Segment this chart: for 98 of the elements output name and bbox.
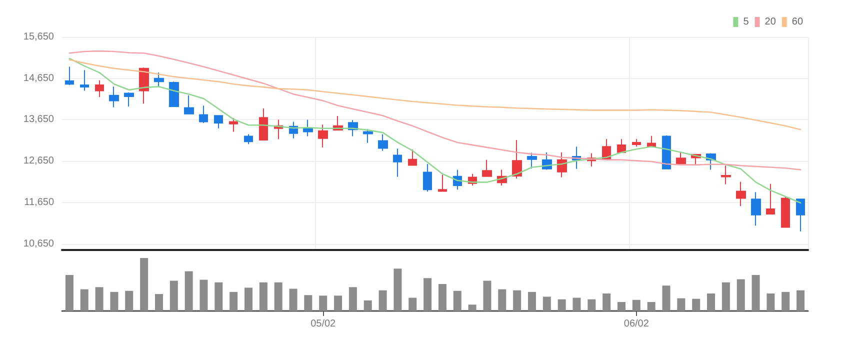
y-tick-label: 12,650 <box>23 156 54 167</box>
bar <box>319 296 328 311</box>
candlestick <box>378 134 388 152</box>
candlestick <box>229 118 238 132</box>
y-tick-label: 14,650 <box>23 72 54 84</box>
candlestick <box>199 105 208 124</box>
bar <box>438 284 446 311</box>
bar <box>796 290 805 311</box>
bar <box>766 294 775 311</box>
candlestick <box>184 94 194 115</box>
candlestick <box>95 80 104 98</box>
bar <box>483 280 492 311</box>
candlestick <box>751 192 761 226</box>
bar <box>468 304 476 311</box>
candlestick <box>736 181 746 207</box>
candlestick <box>512 139 522 179</box>
candlestick <box>303 119 313 137</box>
bar <box>125 290 134 311</box>
bar <box>348 287 357 311</box>
bar <box>542 296 551 311</box>
bar <box>782 292 790 311</box>
bar <box>304 295 312 311</box>
line-series <box>68 50 802 170</box>
bar <box>80 289 88 311</box>
bar <box>632 300 640 311</box>
bar <box>736 279 745 311</box>
x-tick-label: 06/02 <box>624 318 650 330</box>
bar <box>408 298 417 311</box>
bar <box>378 290 387 311</box>
bar <box>572 298 581 311</box>
legend-label: 60 <box>792 16 804 28</box>
bar <box>453 290 462 311</box>
bar <box>498 289 506 311</box>
bar <box>528 292 536 311</box>
candlestick <box>363 128 373 144</box>
bar <box>677 298 686 311</box>
candlestick <box>154 72 164 88</box>
bar <box>364 300 372 311</box>
bar <box>95 287 104 311</box>
bar <box>259 282 268 311</box>
bar <box>752 274 760 311</box>
bar <box>334 296 342 311</box>
legend-label: 20 <box>764 16 776 28</box>
bar <box>707 294 716 311</box>
bar <box>214 282 223 311</box>
candlestick <box>65 66 74 86</box>
bar <box>647 302 656 311</box>
candlestick <box>796 198 805 232</box>
x-tick-label: 05/02 <box>310 318 336 330</box>
candlestick <box>557 152 567 178</box>
candlestick <box>393 148 402 178</box>
candlestick <box>676 152 686 164</box>
bar <box>618 302 626 311</box>
bar <box>558 299 566 311</box>
bar <box>394 268 402 311</box>
y-tick-label: 11,650 <box>24 196 54 208</box>
bar <box>289 288 298 311</box>
candlestick <box>318 124 328 148</box>
y-tick-label: 15,650 <box>23 32 54 42</box>
line-series <box>68 59 802 130</box>
candlestick <box>259 108 268 141</box>
bar <box>692 298 700 311</box>
candlestick <box>214 114 223 129</box>
bar <box>513 290 522 311</box>
bar <box>184 271 193 311</box>
candlestick <box>781 196 790 228</box>
candlestick <box>408 148 417 166</box>
bar <box>110 292 118 311</box>
candlestick <box>438 174 447 192</box>
candlestick <box>527 152 537 170</box>
candlestick <box>482 159 492 177</box>
bar <box>602 294 611 311</box>
legend-label: 5 <box>743 16 750 28</box>
line-series <box>68 58 802 204</box>
candlestick <box>169 81 179 107</box>
y-tick-label: 10,650 <box>23 238 54 250</box>
candlestick <box>124 92 134 107</box>
bar <box>424 278 432 311</box>
bar <box>230 292 238 311</box>
bar <box>65 274 74 311</box>
candlestick <box>721 165 731 185</box>
bar <box>170 280 178 311</box>
candlestick <box>766 183 775 215</box>
bar <box>662 286 670 311</box>
candlestick <box>109 86 119 108</box>
bar <box>588 299 596 311</box>
bar <box>244 288 252 311</box>
bar <box>140 258 148 311</box>
y-tick-label: 13,650 <box>23 114 54 126</box>
bar <box>154 294 163 311</box>
candlestick <box>244 134 253 145</box>
candlestick <box>662 134 671 170</box>
candlestick <box>423 163 432 192</box>
bar <box>200 280 208 311</box>
candlestick <box>632 138 641 148</box>
bar <box>722 282 730 311</box>
candlestick <box>80 70 89 92</box>
bar <box>274 282 282 311</box>
